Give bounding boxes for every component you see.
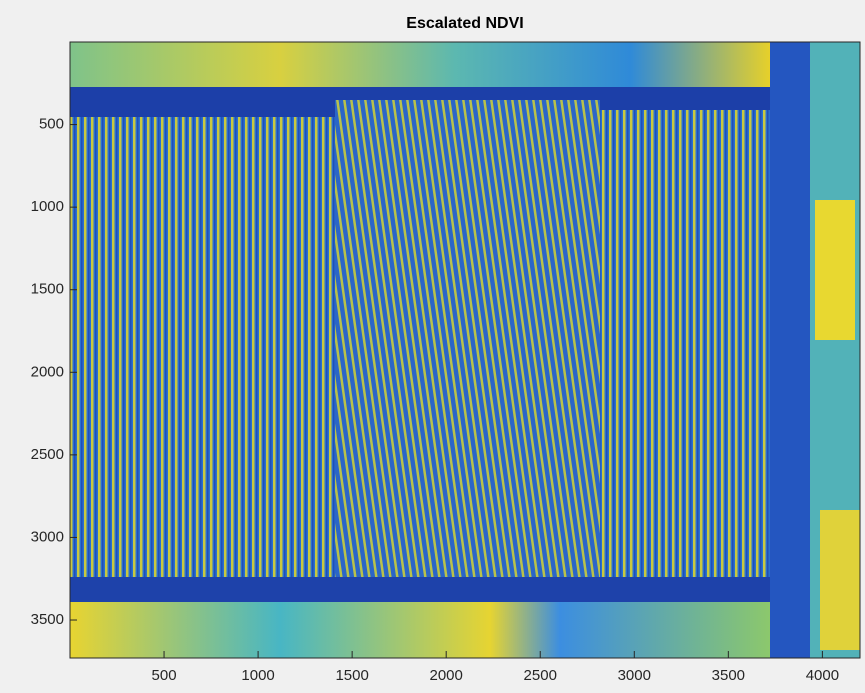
x-tick-label: 1500 <box>335 667 368 684</box>
x-tick-label: 1000 <box>241 667 274 684</box>
y-tick-label: 1500 <box>31 281 64 298</box>
y-tick-label: 2000 <box>31 363 64 380</box>
y-tick-label: 2500 <box>31 446 64 463</box>
x-tick-label: 500 <box>152 667 177 684</box>
x-tick-label: 4000 <box>806 667 839 684</box>
x-tick-label: 3000 <box>618 667 651 684</box>
ndvi-image <box>69 41 861 659</box>
y-tick-label: 3000 <box>31 528 64 545</box>
x-tick-label: 3500 <box>712 667 745 684</box>
x-tick-label: 2000 <box>430 667 463 684</box>
y-tick-label: 3500 <box>31 611 64 628</box>
axes: 500 1000 1500 2000 2500 3000 3500 4000 500 1000 15… <box>31 116 839 684</box>
y-tick-label: 500 <box>39 116 64 133</box>
y-tick-label: 1000 <box>31 198 64 215</box>
chart-title: Escalated NDVI <box>406 15 523 32</box>
x-tick-label: 2500 <box>524 667 557 684</box>
